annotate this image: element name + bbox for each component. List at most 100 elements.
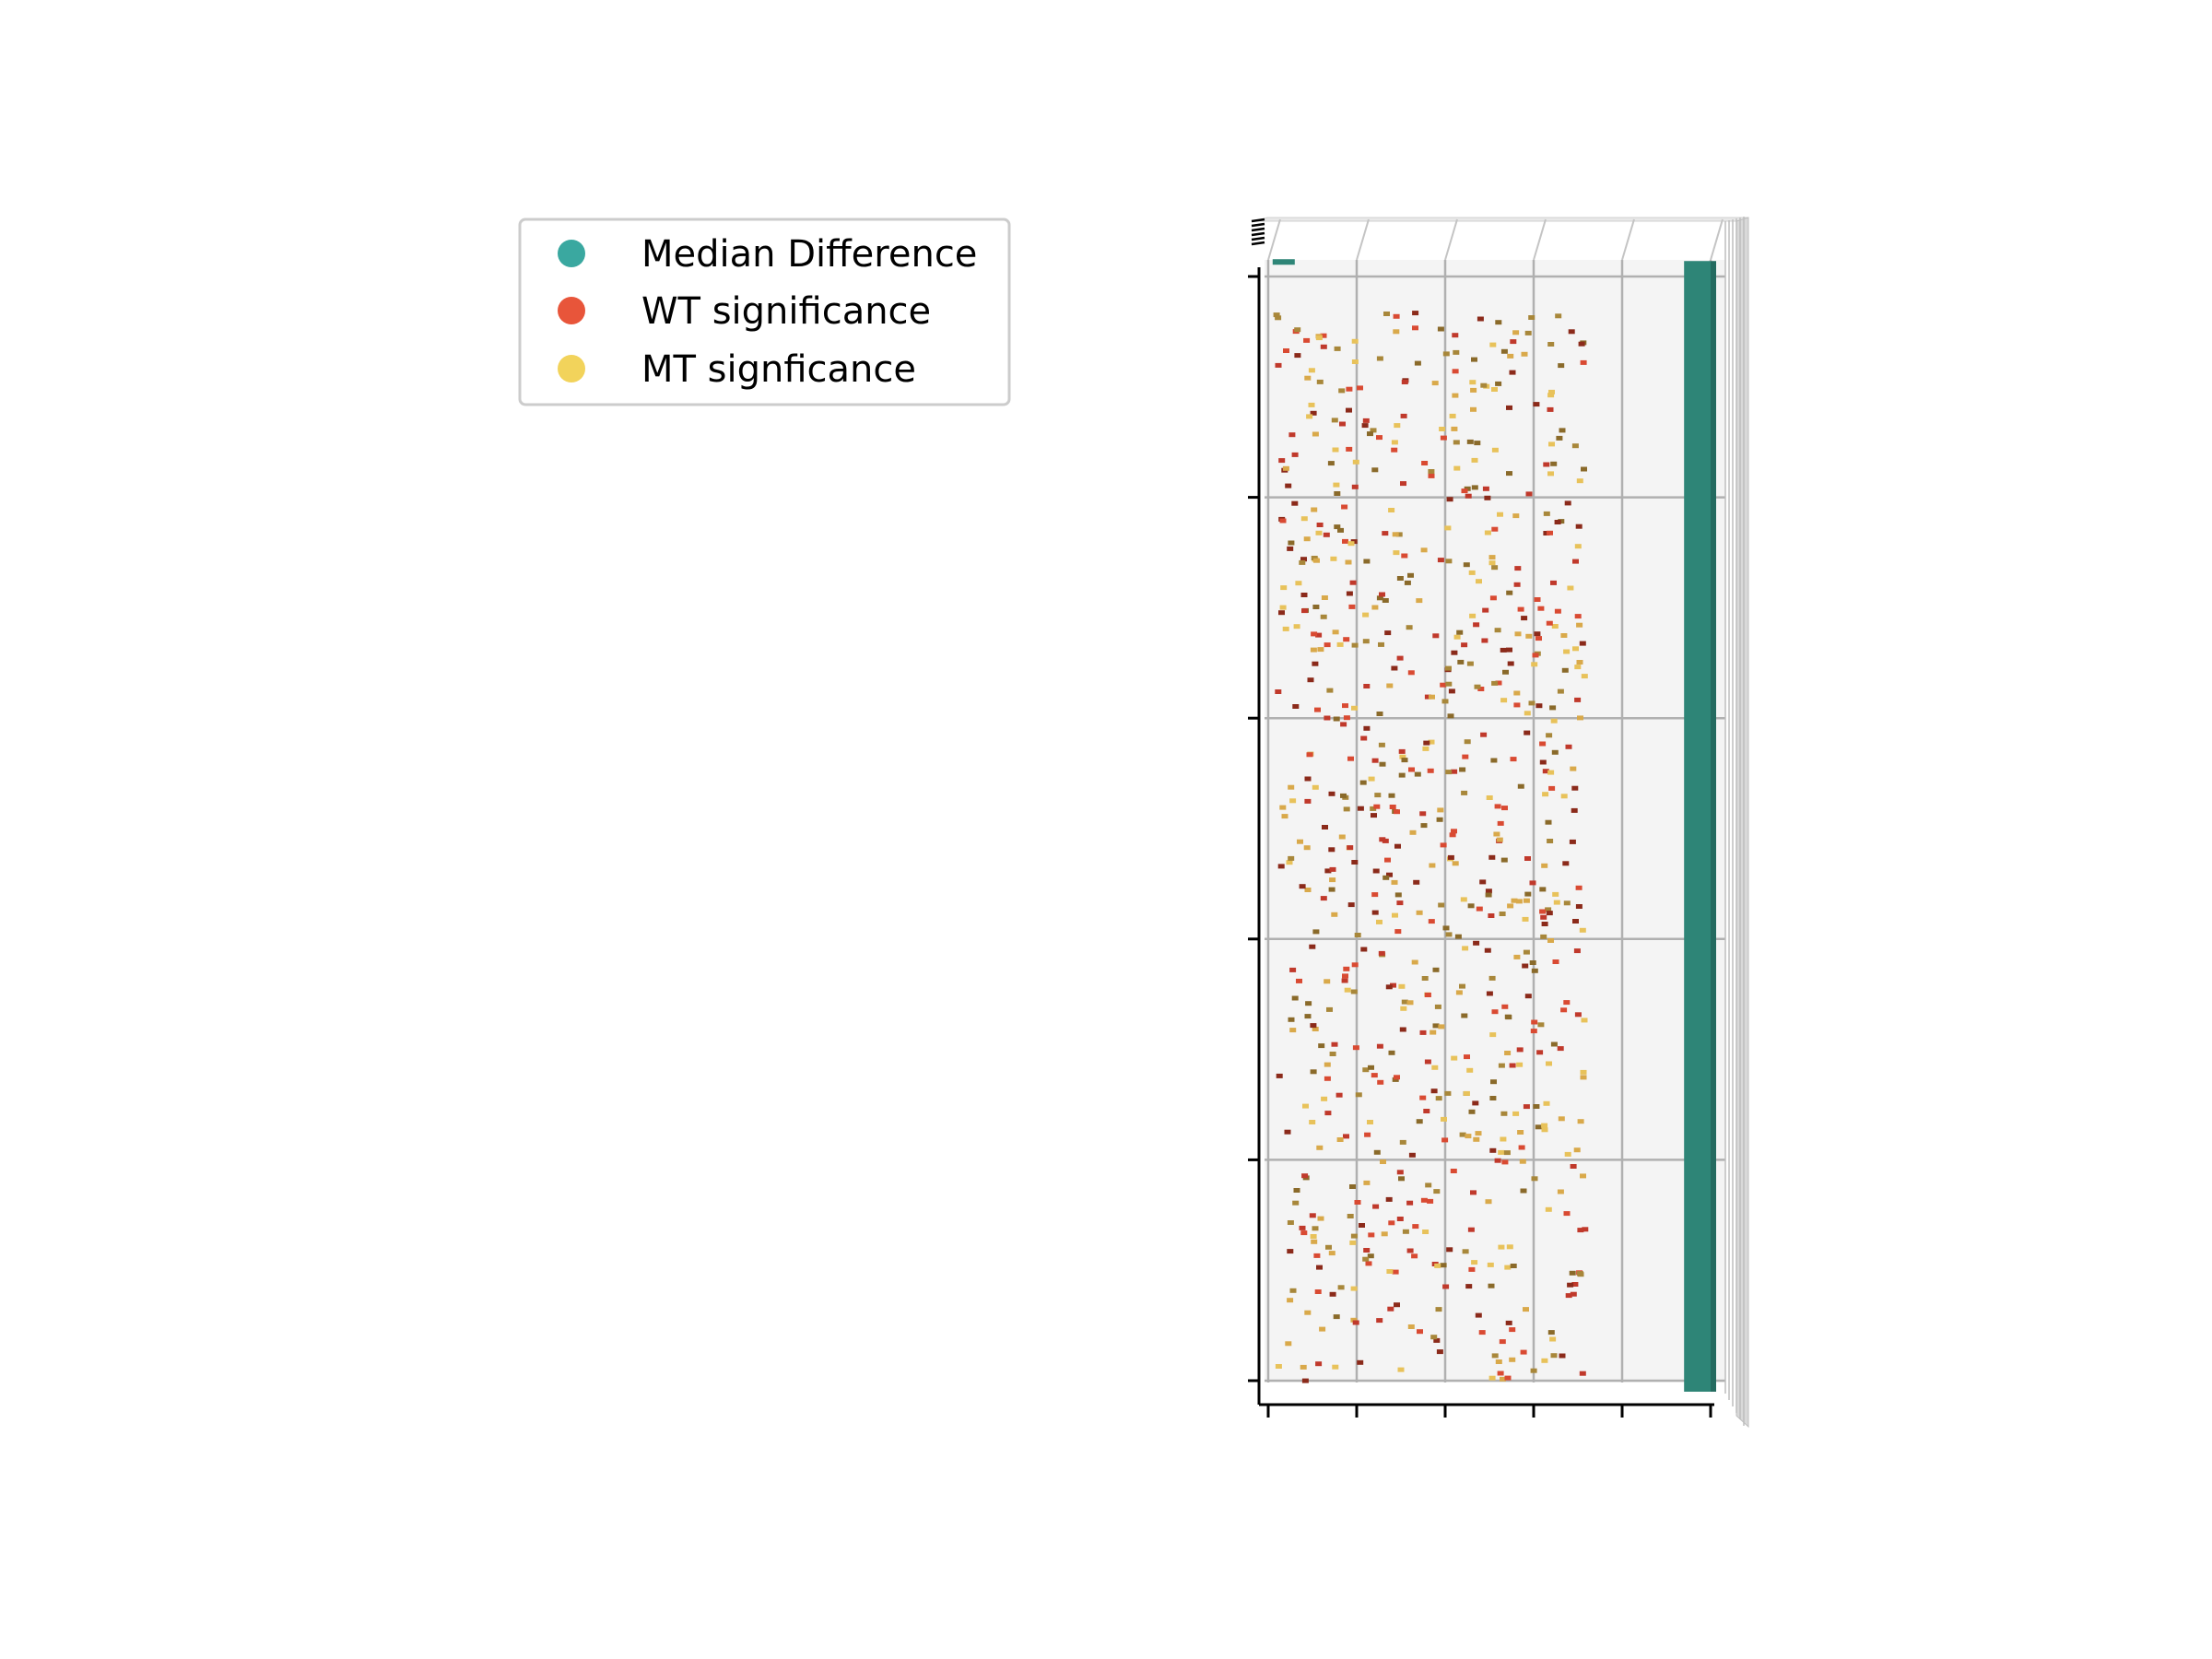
significance-bar <box>1330 556 1337 561</box>
significance-bar <box>1496 837 1503 842</box>
significance-bar <box>1362 612 1370 618</box>
significance-bar <box>1486 795 1493 800</box>
significance-bar <box>1498 1063 1505 1068</box>
significance-bar <box>1516 1062 1524 1067</box>
significance-bar <box>1315 335 1323 341</box>
significance-bar <box>1572 559 1579 564</box>
significance-bar <box>1549 705 1557 711</box>
significance-bar <box>1581 674 1588 679</box>
significance-bar <box>1367 1253 1374 1259</box>
significance-bar <box>1522 963 1529 969</box>
significance-bar <box>1376 919 1382 924</box>
significance-bar <box>1346 386 1353 392</box>
significance-bar <box>1547 530 1553 535</box>
significance-bar <box>1574 697 1582 702</box>
significance-bar <box>1293 624 1300 629</box>
significance-bar <box>1491 447 1499 453</box>
significance-bar <box>1452 393 1459 398</box>
significance-bar <box>1376 356 1383 361</box>
significance-bar <box>1484 947 1491 953</box>
significance-bar <box>1416 598 1423 604</box>
significance-bar <box>1473 1136 1480 1142</box>
significance-bar <box>1412 1224 1419 1230</box>
median-difference-bar-side <box>1711 261 1716 1392</box>
significance-bar <box>1309 1213 1316 1218</box>
significance-bar <box>1556 435 1563 441</box>
significance-bar <box>1368 1232 1375 1238</box>
significance-bar <box>1275 315 1282 321</box>
significance-bar <box>1394 892 1402 898</box>
significance-bar <box>1331 912 1338 917</box>
significance-bar <box>1440 1263 1447 1268</box>
significance-bar <box>1580 1069 1587 1075</box>
significance-bar <box>1407 1324 1415 1329</box>
significance-bar <box>1309 944 1316 949</box>
significance-bar <box>1467 903 1475 909</box>
significance-bar <box>1488 854 1496 860</box>
significance-bar <box>1512 513 1520 519</box>
significance-bar <box>1386 1269 1394 1274</box>
significance-bar <box>1558 363 1565 369</box>
significance-bar <box>1306 414 1313 419</box>
significance-bar <box>1436 817 1443 822</box>
significance-bar <box>1388 1050 1395 1055</box>
significance-bar <box>1557 1189 1564 1194</box>
significance-bar <box>1491 1353 1499 1359</box>
significance-bar <box>1514 566 1522 571</box>
significance-bar <box>1420 823 1428 829</box>
significance-bar <box>1384 857 1391 863</box>
significance-bar <box>1477 687 1485 691</box>
significance-bar <box>1547 938 1554 943</box>
significance-bar <box>1419 1095 1427 1100</box>
significance-bar <box>1292 1200 1300 1206</box>
significance-bar <box>1351 484 1359 489</box>
significance-bar <box>1303 337 1311 343</box>
significance-bar <box>1287 546 1294 551</box>
significance-bar <box>1515 899 1523 904</box>
significance-bar <box>1334 346 1341 351</box>
significance-bar <box>1357 806 1364 811</box>
significance-bar <box>1326 688 1334 693</box>
significance-bar <box>1323 532 1330 537</box>
significance-bar <box>1351 705 1358 711</box>
significance-bar <box>1455 990 1463 995</box>
significance-bar <box>1378 641 1384 647</box>
significance-bar <box>1466 439 1474 444</box>
significance-bar <box>1506 1244 1513 1250</box>
significance-bar <box>1550 580 1557 585</box>
axes-3d <box>1248 217 1749 1429</box>
significance-bar <box>1321 1096 1328 1101</box>
significance-bar <box>1398 983 1406 989</box>
significance-bar <box>1291 500 1299 506</box>
significance-bar <box>1310 647 1317 653</box>
significance-bar <box>1351 860 1359 865</box>
significance-bar <box>1394 843 1401 849</box>
significance-bar <box>1320 896 1327 901</box>
significance-bar <box>1561 667 1569 673</box>
significance-bar <box>1491 1009 1499 1015</box>
significance-bar <box>1537 1022 1545 1028</box>
significance-bar <box>1408 1152 1416 1158</box>
significance-bar <box>1367 431 1373 437</box>
significance-bar <box>1520 1349 1527 1355</box>
significance-bar <box>1376 435 1382 441</box>
significance-bar <box>1511 898 1518 903</box>
significance-bar <box>1401 553 1408 559</box>
significance-bar <box>1501 1159 1509 1165</box>
significance-bar <box>1558 519 1565 524</box>
significance-bar <box>1540 934 1547 939</box>
significance-bar <box>1295 581 1302 586</box>
significance-bar <box>1347 1214 1354 1218</box>
significance-bar <box>1475 1312 1482 1318</box>
significance-bar <box>1427 768 1434 773</box>
significance-bar <box>1525 633 1533 639</box>
significance-bar <box>1314 707 1321 712</box>
significance-bar <box>1311 507 1318 512</box>
significance-bar <box>1349 1240 1357 1245</box>
significance-bar <box>1491 526 1499 532</box>
significance-bar <box>1321 595 1328 600</box>
significance-bar <box>1310 410 1317 416</box>
significance-bar <box>1364 1132 1371 1137</box>
significance-bar <box>1413 879 1420 885</box>
